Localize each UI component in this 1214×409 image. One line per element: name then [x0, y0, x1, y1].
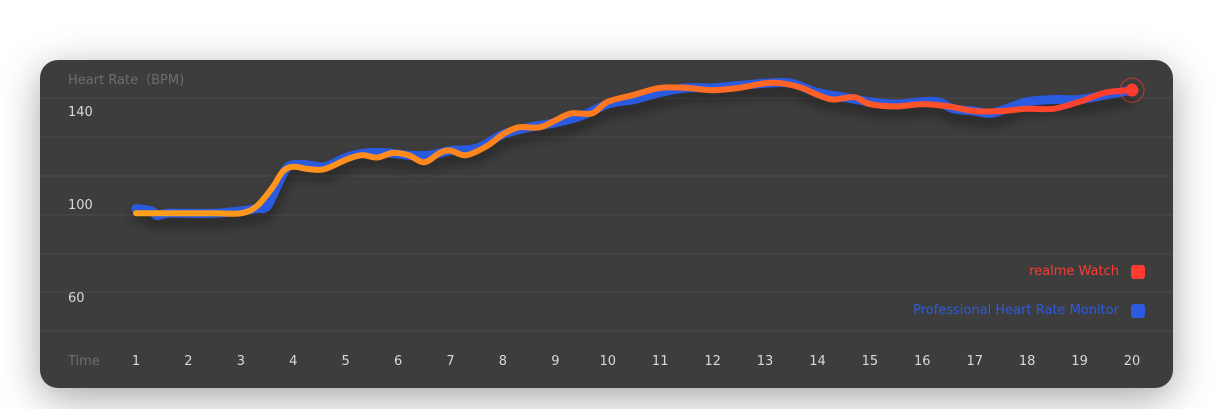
x-tick-label: 16	[914, 354, 931, 369]
x-tick-label: 1	[132, 354, 140, 369]
x-tick-label: 8	[499, 354, 507, 369]
y-tick-label: 140	[68, 105, 93, 120]
legend-swatch	[1131, 264, 1145, 279]
series-line-realme-watch	[133, 79, 1135, 217]
x-tick-label: 15	[862, 354, 879, 369]
x-tick-labels: 1 2 3 4 5 6 7 8 9 10 11 12 13 14 15 16 17 18 19 20	[132, 354, 1140, 369]
y-tick-label: 100	[68, 198, 93, 213]
x-tick-label: 18	[1019, 354, 1036, 369]
x-tick-label: 13	[757, 354, 774, 369]
x-tick-label: 14	[809, 354, 826, 369]
x-tick-label: 3	[237, 354, 245, 369]
y-axis-title: Heart Rate（BPM)	[68, 73, 184, 88]
end-marker-dot	[1125, 83, 1139, 97]
x-tick-label: 10	[600, 354, 617, 369]
legend-item-professional-monitor[interactable]: Professional Heart Rate Monitor	[913, 303, 1145, 318]
x-tick-label: 7	[446, 354, 454, 369]
end-marker-ring	[1119, 77, 1145, 103]
x-tick-label: 6	[394, 354, 402, 369]
legend-swatch	[1131, 303, 1145, 318]
x-tick-label: 4	[289, 354, 297, 369]
legend-label: realme Watch	[1029, 264, 1119, 279]
end-marker	[1119, 77, 1145, 103]
x-tick-label: 9	[551, 354, 559, 369]
x-tick-label: 20	[1124, 354, 1141, 369]
x-tick-label: 2	[184, 354, 192, 369]
x-tick-label: 17	[966, 354, 983, 369]
x-tick-label: 12	[704, 354, 721, 369]
x-axis-title: Time	[67, 354, 100, 369]
legend-item-realme-watch[interactable]: realme Watch	[1029, 264, 1145, 279]
y-tick-labels: 140 100 60	[68, 105, 93, 306]
series-line-professional-monitor	[131, 77, 1137, 221]
x-tick-label: 5	[342, 354, 350, 369]
legend-label: Professional Heart Rate Monitor	[913, 303, 1119, 318]
y-tick-label: 60	[68, 291, 85, 306]
x-tick-label: 19	[1071, 354, 1088, 369]
x-tick-label: 11	[652, 354, 669, 369]
series-lines	[131, 77, 1137, 221]
